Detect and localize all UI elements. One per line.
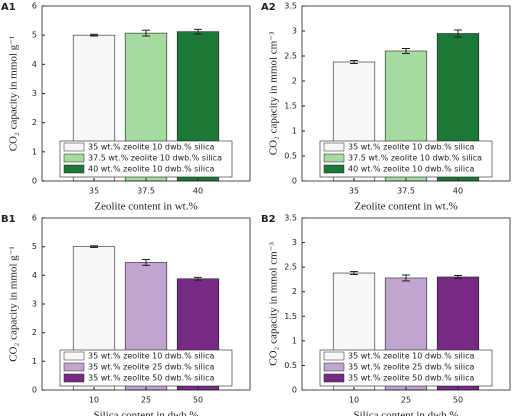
y-tick-label: 2	[292, 287, 297, 296]
y-tick-label: 2.5	[284, 263, 297, 272]
x-tick-label: 25	[141, 396, 151, 405]
legend-box	[319, 140, 493, 178]
x-axis-label: Silica content in dwb.%	[353, 410, 458, 416]
y-axis-label: CO₂ capacity in mmol cm⁻³	[268, 31, 280, 155]
x-axis-label: Zeolite content in wt.%	[354, 201, 457, 213]
x-tick-label: 50	[193, 396, 203, 405]
y-tick-label: 2	[32, 328, 37, 337]
legend-label: 40 wt.% zeolite 10 dwb.% silica	[88, 165, 214, 174]
legend-swatch	[63, 153, 85, 163]
y-tick-label: 5	[32, 31, 37, 40]
y-tick-label: 1	[32, 357, 37, 366]
y-tick-label: 0.5	[284, 152, 297, 161]
panel-label: B1	[1, 214, 16, 225]
panel-label: A1	[1, 2, 16, 13]
y-tick-label: 2	[292, 77, 297, 86]
legend-swatch	[323, 142, 345, 152]
legend-swatch	[323, 164, 345, 174]
y-tick-label: 0	[32, 386, 37, 395]
legend-swatch	[323, 351, 345, 361]
legend-label: 35 wt.% zeolite 25 dwb.% silica	[348, 363, 474, 372]
legend-box	[59, 349, 233, 387]
y-tick-label: 3.5	[284, 214, 297, 223]
y-tick-label: 0	[292, 177, 297, 186]
y-tick-label: 3	[292, 238, 297, 247]
panel-label: A2	[261, 2, 276, 13]
x-tick-label: 37.5	[397, 187, 415, 196]
legend-swatch	[323, 373, 345, 383]
y-tick-label: 1.5	[284, 312, 297, 321]
y-axis-label: CO₂ capacity in mmol cm⁻³	[268, 242, 280, 366]
legend-label: 40 wt.% zeolite 10 dwb.% silica	[348, 165, 474, 174]
legend-box	[319, 349, 493, 387]
x-tick-label: 40	[453, 187, 463, 196]
legend-label: 35 wt.% zeolite 10 dwb.% silica	[88, 143, 214, 152]
legend-swatch	[63, 362, 85, 372]
y-tick-label: 0	[32, 177, 37, 186]
y-tick-label: 0.5	[284, 361, 297, 370]
y-tick-label: 6	[32, 2, 37, 11]
legend-swatch	[323, 362, 345, 372]
y-axis-label: CO₂ capacity in mmol g⁻¹	[8, 246, 20, 362]
legend-box	[59, 140, 233, 178]
y-tick-label: 1	[32, 147, 37, 156]
y-tick-label: 2.5	[284, 52, 297, 61]
x-tick-label: 37.5	[137, 187, 155, 196]
y-tick-label: 1	[292, 127, 297, 136]
x-axis-label: Zeolite content in wt.%	[94, 201, 197, 213]
legend-label: 35 wt.% zeolite 10 dwb.% silica	[348, 143, 474, 152]
x-tick-label: 50	[453, 396, 463, 405]
legend-label: 35 wt.% zeolite 50 dwb.% silica	[348, 374, 474, 383]
legend-label: 37.5 wt.% zeolite 10 dwb.% silica	[88, 154, 222, 163]
y-axis-label: CO₂ capacity in mmol g⁻¹	[8, 36, 20, 152]
y-tick-label: 3	[292, 27, 297, 36]
axes-frame	[41, 217, 251, 391]
y-tick-label: 3	[32, 89, 37, 98]
axes-frame	[41, 5, 251, 182]
legend-swatch	[63, 351, 85, 361]
legend-swatch	[63, 142, 85, 152]
y-tick-label: 2	[32, 118, 37, 127]
legend-label: 35 wt.% zeolite 10 dwb.% silica	[348, 352, 474, 361]
y-tick-label: 3.5	[284, 2, 297, 11]
x-tick-label: 25	[401, 396, 411, 405]
y-tick-label: 4	[32, 60, 37, 69]
panel-label: B2	[261, 214, 276, 225]
y-tick-label: 1.5	[284, 102, 297, 111]
y-tick-label: 5	[32, 242, 37, 251]
y-tick-label: 0	[292, 386, 297, 395]
legend-label: 35 wt.% zeolite 10 dwb.% silica	[88, 352, 214, 361]
x-tick-label: 40	[193, 187, 203, 196]
axes-frame	[301, 5, 511, 182]
y-tick-label: 3	[32, 300, 37, 309]
x-axis-label: Silica content in dwb.%	[93, 410, 198, 416]
x-tick-label: 10	[349, 396, 359, 405]
y-tick-label: 6	[32, 214, 37, 223]
legend-swatch	[323, 153, 345, 163]
legend-swatch	[63, 373, 85, 383]
x-tick-label: 35	[89, 187, 99, 196]
axes-frame	[301, 217, 511, 391]
y-tick-label: 4	[32, 271, 37, 280]
legend-label: 35 wt.% zeolite 50 dwb.% silica	[88, 374, 214, 383]
x-tick-label: 10	[89, 396, 99, 405]
legend-label: 35 wt.% zeolite 25 dwb.% silica	[88, 363, 214, 372]
legend-label: 37.5 wt.% zeolite 10 dwb.% silica	[348, 154, 482, 163]
legend-swatch	[63, 164, 85, 174]
y-tick-label: 1	[292, 336, 297, 345]
x-tick-label: 35	[349, 187, 359, 196]
